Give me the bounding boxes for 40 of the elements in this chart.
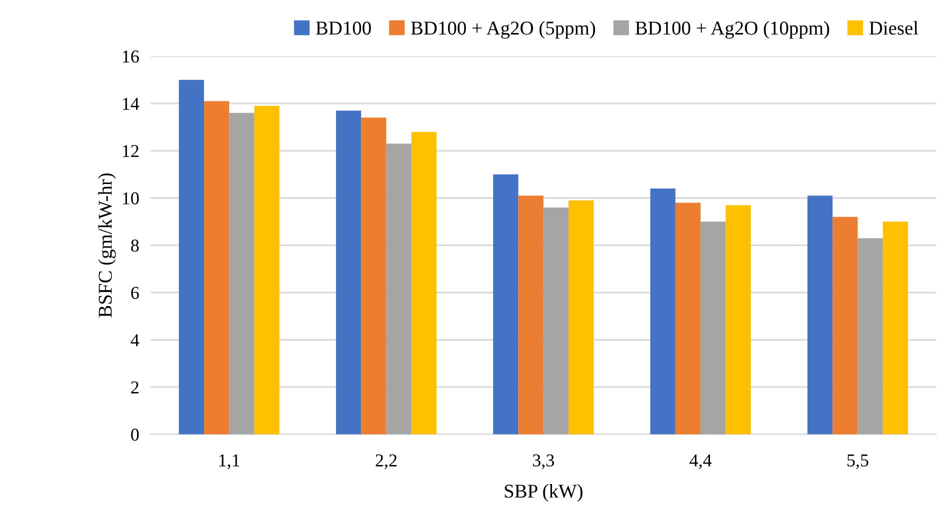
bar xyxy=(650,188,676,434)
bar xyxy=(493,174,518,434)
bar xyxy=(882,222,908,434)
y-tick-label: 0 xyxy=(131,428,139,441)
bar xyxy=(543,207,569,434)
x-tick-label: 5,5 xyxy=(847,454,868,470)
x-tick-label: 1,1 xyxy=(219,454,240,470)
x-tick-label: 3,3 xyxy=(533,454,554,470)
bar xyxy=(386,144,412,434)
y-axis-title: BSFC (gm/kW-hr) xyxy=(98,173,116,318)
legend-label: BD100 xyxy=(316,22,371,35)
x-tick-label: 2,2 xyxy=(376,454,397,470)
bar xyxy=(675,202,701,434)
bar xyxy=(568,200,594,434)
bar xyxy=(361,118,386,434)
bar xyxy=(726,205,751,434)
x-axis-title: SBP (kW) xyxy=(504,484,582,502)
legend-label: BD100 + Ag2O (5ppm) xyxy=(411,21,596,39)
bar xyxy=(254,106,280,434)
y-tick-label: 10 xyxy=(122,192,139,204)
legend-label: Diesel xyxy=(869,21,918,35)
y-tick-label: 2 xyxy=(131,381,138,394)
bar xyxy=(700,222,726,434)
bar xyxy=(858,238,883,434)
bar xyxy=(832,216,858,434)
bar xyxy=(518,196,544,434)
legend-label: BD100 + Ag2O (10ppm) xyxy=(635,21,830,39)
bar xyxy=(807,196,833,434)
y-tick-label: 12 xyxy=(122,145,138,158)
y-tick-label: 14 xyxy=(122,98,140,110)
bar xyxy=(229,112,254,434)
bar xyxy=(178,80,204,434)
y-tick-label: 4 xyxy=(130,334,140,346)
bar xyxy=(204,101,230,434)
y-tick-label: 6 xyxy=(131,286,139,299)
x-tick-label: 4,4 xyxy=(690,454,712,470)
y-tick-label: 16 xyxy=(122,50,139,63)
bar xyxy=(411,132,437,434)
y-tick-label: 8 xyxy=(131,240,139,252)
bar xyxy=(336,110,362,434)
